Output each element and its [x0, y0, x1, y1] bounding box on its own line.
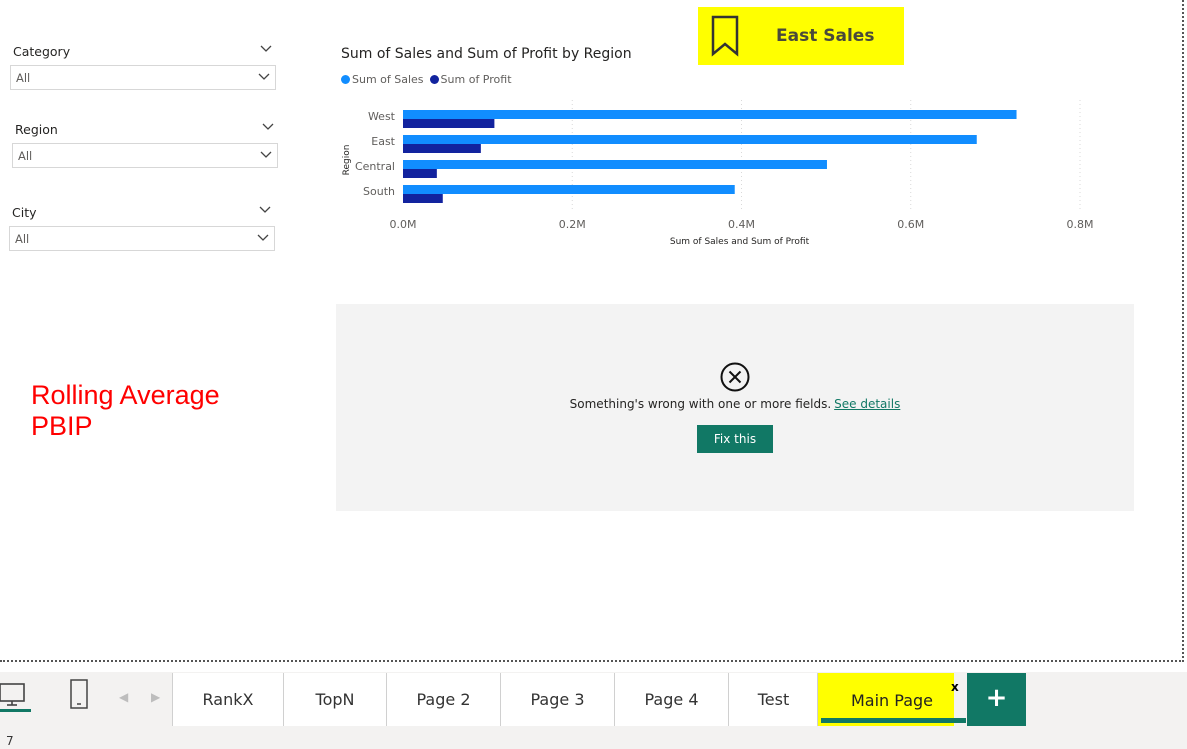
legend-item[interactable]: Sum of Sales [341, 73, 424, 86]
tab-close-button[interactable]: x [951, 680, 959, 694]
y-tick-label: South [363, 185, 395, 198]
bar-profit [403, 169, 437, 178]
report-canvas: Category All Region All City [0, 0, 1184, 662]
chevron-right-icon[interactable]: ▶ [151, 690, 161, 704]
legend-item[interactable]: Sum of Profit [429, 73, 512, 86]
tab-topn[interactable]: TopN [283, 673, 386, 726]
watermark-text: Rolling Average PBIP [31, 380, 220, 442]
mobile-view-icon[interactable] [67, 678, 91, 712]
bookmark-icon [711, 15, 739, 57]
tab-page-3[interactable]: Page 3 [500, 673, 614, 726]
slicer-value: All [15, 232, 30, 246]
watermark-line1: Rolling Average [31, 380, 220, 410]
bar-sales [403, 135, 977, 144]
error-message: Something's wrong with one or more field… [336, 397, 1134, 411]
legend-label: Sum of Sales [352, 73, 424, 86]
tab-page-4[interactable]: Page 4 [614, 673, 728, 726]
fix-this-button[interactable]: Fix this [697, 425, 773, 453]
y-axis-title: Region [342, 145, 352, 176]
tab-label: Test [757, 690, 790, 709]
x-axis-title: Sum of Sales and Sum of Profit [670, 237, 810, 247]
chevron-left-icon[interactable]: ◀ [119, 690, 129, 704]
tab-label: RankX [202, 690, 254, 709]
x-tick-label: 0.0M [390, 218, 417, 231]
y-tick-label: West [368, 110, 396, 123]
chart-legend: Sum of Sales Sum of Profit [341, 73, 512, 86]
see-details-link[interactable]: See details [834, 397, 901, 411]
x-tick-label: 0.2M [559, 218, 586, 231]
status-bar: 7 [0, 726, 1187, 749]
page-number: 7 [6, 734, 14, 748]
bookmark-button[interactable]: East Sales [698, 7, 904, 65]
tab-rankx[interactable]: RankX [172, 673, 283, 726]
tab-label: TopN [315, 690, 355, 709]
slicer-title: Category [13, 44, 71, 59]
bar-chart[interactable]: Sum of Sales and Sum of Profit by Region… [336, 40, 1106, 255]
slicer-value: All [16, 71, 31, 85]
chevron-down-icon [257, 234, 269, 241]
chevron-down-icon[interactable] [258, 203, 272, 217]
slicer-category: Category All [10, 42, 276, 90]
tab-label: Page 3 [530, 690, 585, 709]
slicer-region: Region All [12, 120, 278, 168]
bar-profit [403, 144, 481, 153]
slicer-title: City [12, 205, 37, 220]
desktop-view-icon[interactable] [0, 678, 31, 712]
slicer-value: All [18, 149, 33, 163]
bookmark-label: East Sales [776, 26, 875, 46]
bar-profit [403, 194, 443, 203]
legend-marker [341, 75, 350, 84]
slicer-dropdown[interactable]: All [12, 143, 278, 168]
chart-plot: 0.0M 0.2M 0.4M 0.6M 0.8M Sum of Sales and Sum… [342, 100, 1094, 247]
error-text: Something's wrong with one or more field… [569, 397, 832, 411]
tab-test[interactable]: Test [728, 673, 818, 726]
legend-marker [429, 75, 439, 84]
slicer-dropdown[interactable]: All [10, 65, 276, 90]
x-tick-label: 0.8M [1067, 218, 1094, 231]
tab-label: Page 2 [416, 690, 471, 709]
chevron-down-icon[interactable] [261, 120, 275, 134]
active-tab-indicator [821, 718, 966, 723]
chevron-down-icon [258, 73, 270, 80]
bar-profit [403, 119, 495, 128]
y-tick-label: Central [355, 160, 395, 173]
tab-label: Main Page [850, 691, 933, 710]
legend-label: Sum of Profit [440, 73, 512, 86]
error-circle-icon [720, 362, 750, 392]
slicer-title: Region [15, 122, 58, 137]
add-page-button[interactable]: + [967, 673, 1026, 726]
slicer-dropdown[interactable]: All [9, 226, 275, 251]
y-tick-label: East [371, 135, 395, 148]
tab-page-2[interactable]: Page 2 [386, 673, 500, 726]
tab-label: Page 4 [644, 690, 699, 709]
chart-title: Sum of Sales and Sum of Profit by Region [341, 46, 632, 62]
bar-sales [403, 185, 735, 194]
visual-error-panel: Something's wrong with one or more field… [336, 304, 1134, 511]
chevron-down-icon[interactable] [259, 42, 273, 56]
bar-sales [403, 160, 827, 169]
slicer-header[interactable]: Region [12, 120, 278, 140]
slicer-header[interactable]: Category [10, 42, 276, 62]
watermark-line2: PBIP [31, 411, 93, 441]
bar-sales [403, 110, 1017, 119]
slicer-city: City All [9, 203, 275, 251]
slicer-header[interactable]: City [9, 203, 275, 223]
x-tick-label: 0.4M [728, 218, 755, 231]
x-tick-label: 0.6M [897, 218, 924, 231]
chevron-down-icon [260, 151, 272, 158]
